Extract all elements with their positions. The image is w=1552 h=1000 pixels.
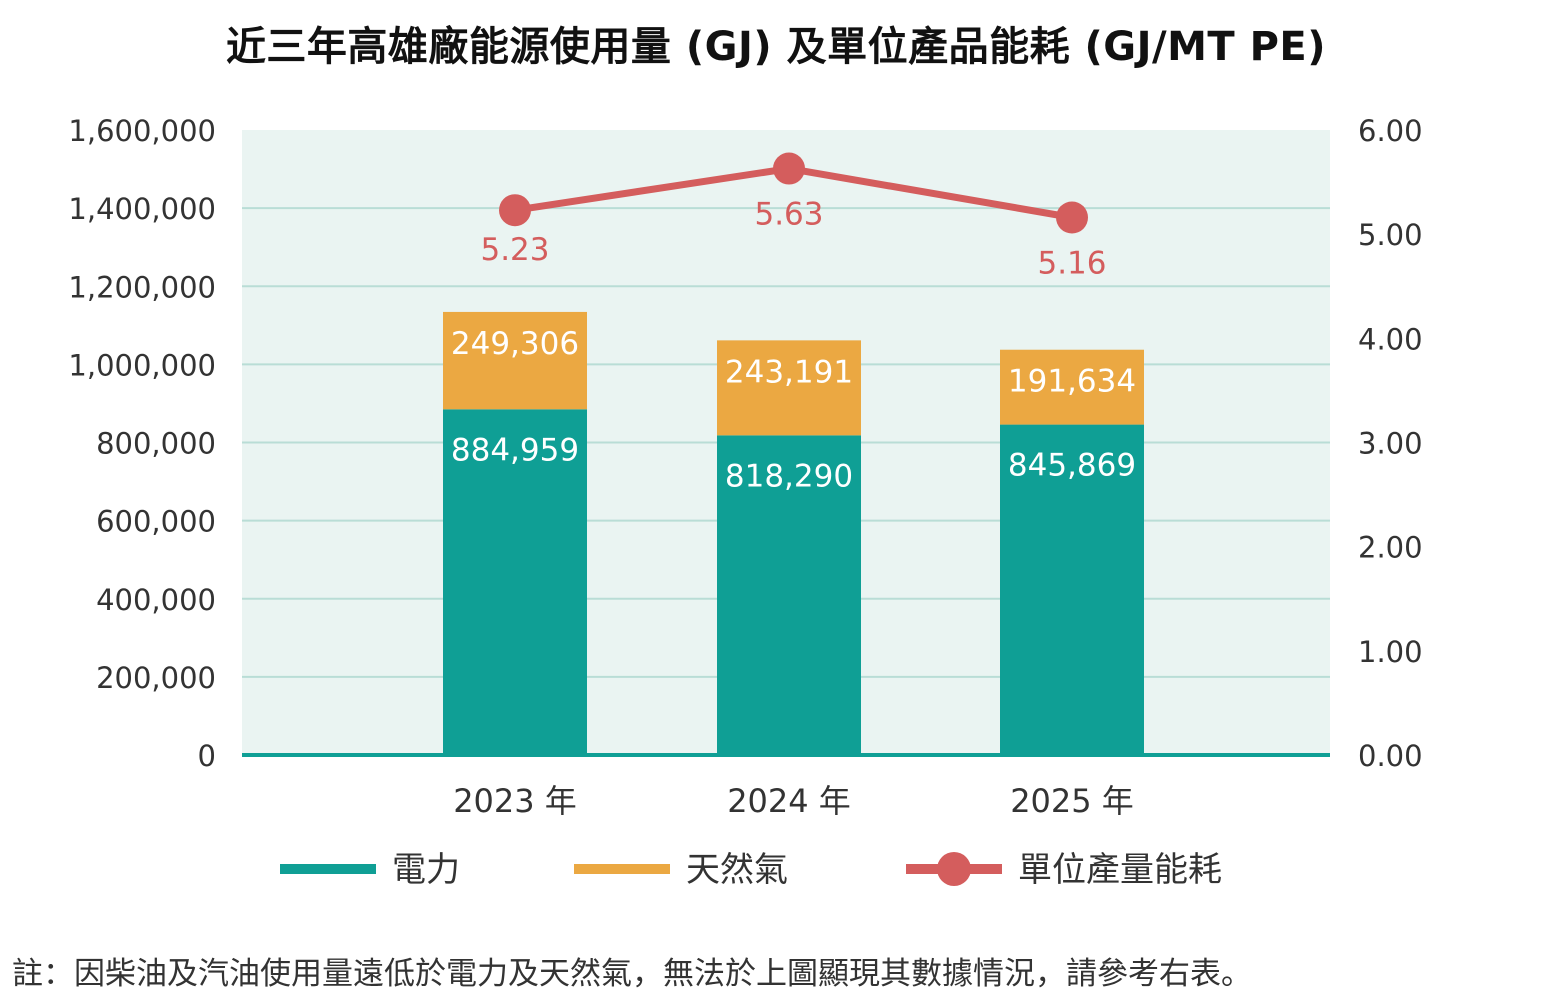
bar-natural-gas <box>443 311 587 410</box>
left-tick-label: 200,000 <box>96 661 216 695</box>
legend-marker <box>937 852 971 886</box>
right-tick-label: 3.00 <box>1358 427 1423 461</box>
legend-energy-intensity: 單位產量能耗 <box>906 850 1222 890</box>
bar-data-label: 191,634 <box>1008 364 1136 400</box>
bar-data-label: 249,306 <box>451 326 579 362</box>
legend-electricity: 電力 <box>280 850 460 890</box>
bar-data-label: 818,290 <box>725 458 853 494</box>
energy-intensity-point <box>773 152 805 185</box>
energy-intensity-point <box>1056 201 1088 234</box>
right-tick-label: 5.00 <box>1358 218 1423 252</box>
left-tick-label: 1,400,000 <box>68 192 216 226</box>
legend-label: 電力 <box>392 850 460 890</box>
x-tick-label: 2024 年 <box>727 782 851 820</box>
x-tick-label: 2025 年 <box>1010 782 1134 820</box>
bar-electricity <box>443 409 587 755</box>
legend-label: 單位產量能耗 <box>1018 850 1222 890</box>
bar-natural-gas <box>1000 349 1144 425</box>
right-tick-label: 4.00 <box>1358 322 1423 356</box>
legend-label: 天然氣 <box>686 850 788 890</box>
left-tick-label: 1,200,000 <box>68 270 216 304</box>
right-tick-label: 6.00 <box>1358 114 1423 148</box>
bar-electricity <box>1000 424 1144 755</box>
bar-data-label: 884,959 <box>451 432 579 468</box>
bar-data-label: 243,191 <box>725 354 853 390</box>
bar-electricity <box>717 435 861 755</box>
left-tick-label: 1,000,000 <box>68 348 216 382</box>
left-tick-label: 0 <box>198 739 216 773</box>
x-tick-label: 2023 年 <box>453 782 577 820</box>
energy-chart: 0 200,000 400,000 600,000 800,000 1,000,000 1,… <box>68 114 1423 890</box>
footnote: 註：因柴油及汽油使用量遠低於電力及天然氣，無法於上圖顯現其數據情況，請參考右表。 <box>12 956 1252 992</box>
legend-natural-gas: 天然氣 <box>574 850 788 890</box>
bar-natural-gas <box>717 340 861 436</box>
line-data-label: 5.16 <box>1037 246 1106 282</box>
left-tick-label: 1,600,000 <box>68 114 216 148</box>
right-tick-label: 0.00 <box>1358 739 1423 773</box>
left-tick-label: 400,000 <box>96 583 216 617</box>
line-data-label: 5.23 <box>480 232 549 268</box>
left-tick-label: 800,000 <box>96 427 216 461</box>
bar-data-label: 845,869 <box>1008 448 1136 484</box>
left-tick-label: 600,000 <box>96 505 216 539</box>
line-data-label: 5.63 <box>754 197 823 233</box>
right-tick-label: 2.00 <box>1358 531 1423 565</box>
energy-intensity-point <box>499 194 531 227</box>
right-tick-label: 1.00 <box>1358 635 1423 669</box>
chart-title: 近三年高雄廠能源使用量 (GJ) 及單位產品能耗 (GJ/MT PE) <box>225 24 1327 70</box>
